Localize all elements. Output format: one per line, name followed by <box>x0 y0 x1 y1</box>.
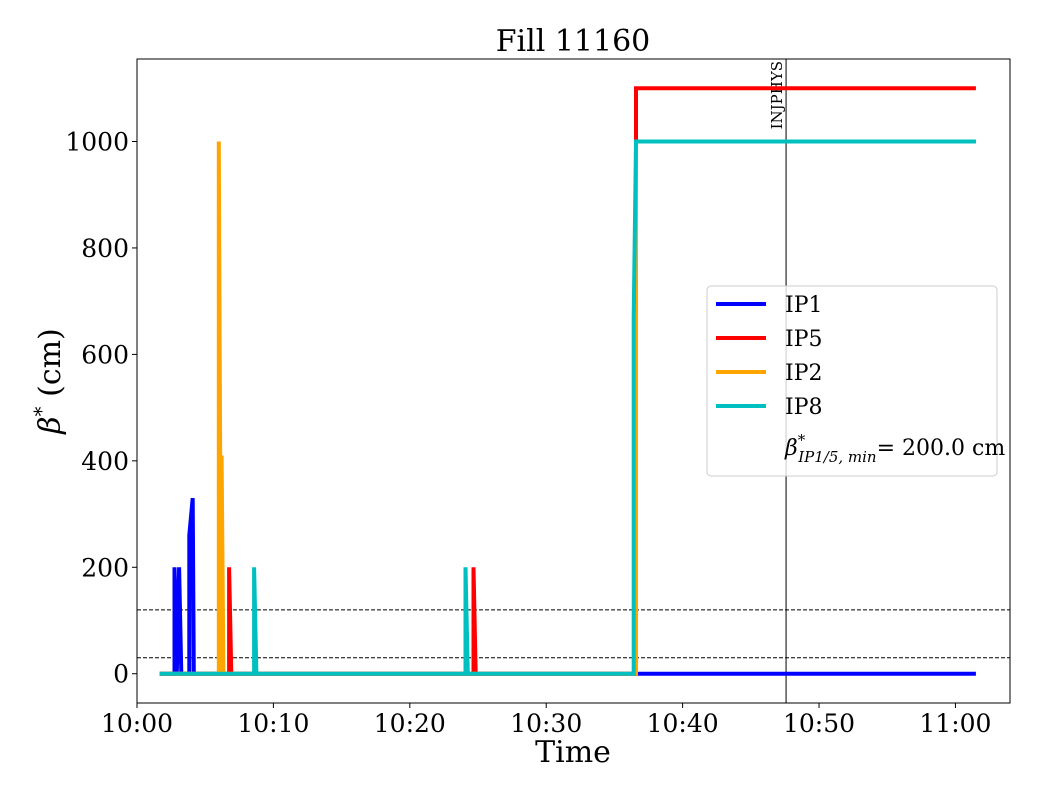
x-tick-label: 10:30 <box>510 709 582 738</box>
legend: IP1 IP5 IP2 IP8 β* IP1/5, min= 200.0 cm <box>706 285 1005 477</box>
y-axis-title-sup: * <box>29 406 53 416</box>
y-tick-label: 800 <box>81 234 129 263</box>
legend-beta-sup: * <box>798 431 806 449</box>
legend-box <box>706 285 998 477</box>
legend-label-ip1: IP1 <box>785 293 823 318</box>
y-axis-title: β* (cm) <box>29 328 68 435</box>
legend-beta-sub: IP1/5, min <box>797 448 876 466</box>
legend-items: IP1 IP5 IP2 IP8 <box>716 293 823 420</box>
y-axis-ticks: 0 200 400 600 800 1000 <box>65 127 137 689</box>
horizontal-reference-lines <box>137 609 1010 659</box>
y-axis-title-symbol: β <box>33 416 68 434</box>
series-line-ip1 <box>159 497 976 676</box>
series-lines <box>159 86 976 676</box>
vline-label-0: INJPHYS <box>768 61 786 129</box>
plot-area-frame <box>136 58 1011 704</box>
legend-beta-symbol: β <box>784 436 798 461</box>
chart-title: Fill 11160 <box>496 24 651 59</box>
series-line-ip8 <box>159 139 976 676</box>
y-tick-label: 400 <box>81 447 129 476</box>
x-axis-ticks: 10:00 10:10 10:20 10:30 10:40 10:50 11:00 <box>101 703 991 738</box>
y-tick-label: 0 <box>113 660 129 689</box>
y-tick-label: 200 <box>81 553 129 582</box>
legend-label-ip8: IP8 <box>785 395 823 420</box>
legend-beta-value: = 200.0 cm <box>877 436 1006 461</box>
x-tick-label: 10:10 <box>237 709 309 738</box>
series-line-ip2 <box>159 139 976 676</box>
legend-label-ip2: IP2 <box>785 361 823 386</box>
y-axis-title-space <box>33 397 68 407</box>
x-tick-label: 10:20 <box>374 709 446 738</box>
legend-entry-beta-min: β* IP1/5, min= 200.0 cm <box>784 431 1005 466</box>
x-axis-title: Time <box>535 735 611 770</box>
y-tick-label: 1000 <box>65 127 129 156</box>
x-tick-label: 10:00 <box>101 709 173 738</box>
legend-label-ip5: IP5 <box>785 327 823 352</box>
x-tick-label: 10:40 <box>647 709 719 738</box>
x-tick-label: 11:00 <box>919 709 991 738</box>
y-tick-label: 600 <box>81 340 129 369</box>
x-tick-label: 10:50 <box>783 709 855 738</box>
y-axis-title-unit: (cm) <box>33 328 68 397</box>
